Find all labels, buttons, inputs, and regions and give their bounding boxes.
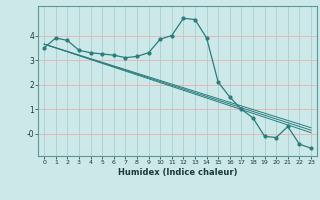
X-axis label: Humidex (Indice chaleur): Humidex (Indice chaleur) (118, 168, 237, 177)
